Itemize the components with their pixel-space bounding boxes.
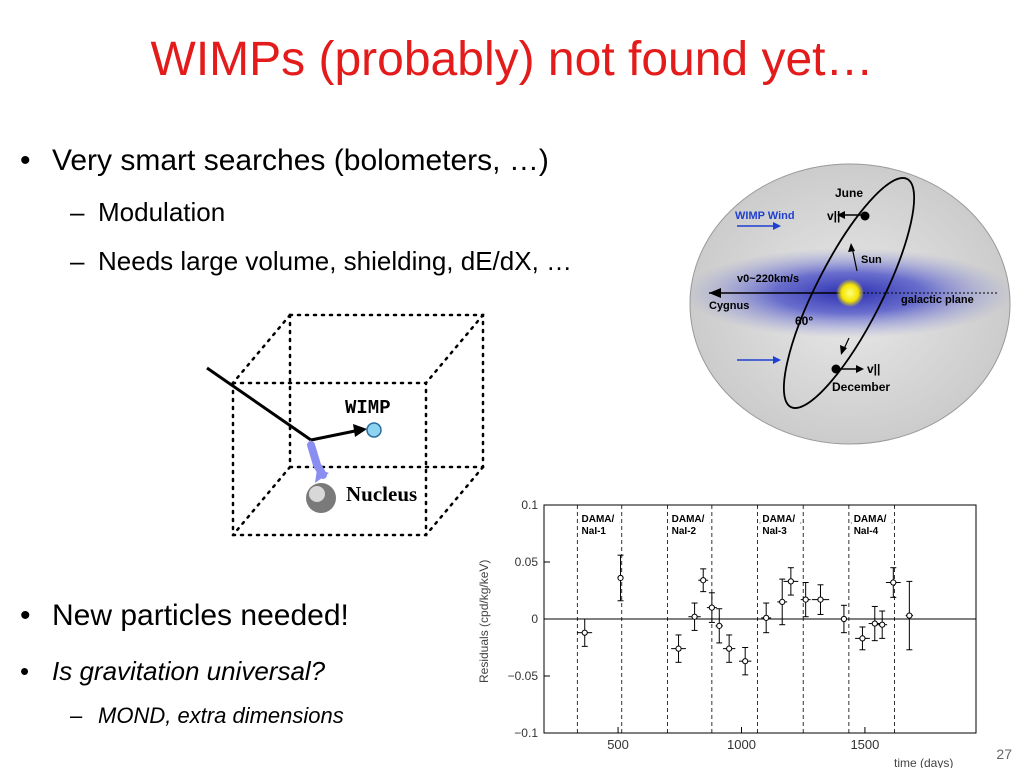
data-point bbox=[879, 621, 886, 628]
data-point bbox=[700, 577, 707, 584]
bullet-text: New particles needed! bbox=[52, 599, 349, 632]
period-label: DAMA/ bbox=[672, 514, 705, 525]
wimp-particle-icon bbox=[366, 422, 382, 438]
period-label: NaI-3 bbox=[762, 526, 787, 537]
modulation-chart: DAMA/NaI-1DAMA/NaI-2DAMA/NaI-3DAMA/NaI-4… bbox=[477, 498, 977, 768]
december-label: December bbox=[832, 380, 890, 394]
earth-june-icon bbox=[860, 211, 870, 221]
wimp-track bbox=[206, 366, 367, 442]
period-label: DAMA/ bbox=[582, 514, 615, 525]
detector-box bbox=[231, 313, 485, 537]
orbit-arrow-head-icon bbox=[840, 345, 847, 355]
data-point bbox=[708, 604, 715, 611]
period-label: NaI-2 bbox=[672, 526, 697, 537]
period-label: NaI-4 bbox=[854, 526, 879, 537]
x-tick-label: 1500 bbox=[850, 737, 879, 752]
x-axis-label: time (days) bbox=[894, 756, 953, 768]
wind-arrow-bottom-head-icon bbox=[773, 356, 781, 364]
period-label-bg bbox=[579, 512, 620, 536]
data-point bbox=[716, 622, 723, 629]
sun-icon bbox=[836, 279, 864, 307]
y-tick-label: −0.05 bbox=[508, 669, 539, 683]
data-point bbox=[840, 615, 848, 623]
bullet-text: Modulation bbox=[98, 197, 226, 227]
v-parallel-top-label: v|| bbox=[827, 209, 840, 223]
bullet-text: Needs large volume, shielding, dE/dX, … bbox=[98, 246, 573, 276]
data-point bbox=[859, 635, 866, 642]
data-point bbox=[617, 574, 624, 582]
v0-label: v0~220km/s bbox=[737, 273, 799, 285]
bullet-text: MOND, extra dimensions bbox=[98, 703, 344, 728]
data-point bbox=[802, 596, 809, 603]
slide-title: WIMPs (probably) not found yet… bbox=[150, 33, 874, 86]
earth-orbit bbox=[782, 177, 916, 409]
data-point bbox=[726, 645, 733, 652]
june-label: June bbox=[835, 186, 863, 200]
wimp-wind-diagram: June v|| WIMP Wind Sun v0~220km/s Cygnus… bbox=[689, 163, 1011, 445]
sun-label: Sun bbox=[861, 254, 882, 266]
bullet-text: Is gravitation universal? bbox=[52, 656, 326, 686]
galactic-plane-label: galactic plane bbox=[901, 294, 974, 306]
sub-bullet-item: – MOND, extra dimensions bbox=[70, 703, 344, 728]
period-label-bg bbox=[669, 512, 710, 536]
recoil-arrow-icon bbox=[307, 441, 329, 483]
y-tick-label: 0.1 bbox=[521, 498, 538, 512]
wimp-wind-label: WIMP Wind bbox=[735, 210, 795, 222]
earth-december-icon bbox=[831, 364, 841, 374]
data-point bbox=[779, 598, 786, 606]
data-point bbox=[817, 596, 824, 603]
cygnus-label: Cygnus bbox=[709, 300, 749, 312]
sub-bullet-item: – Needs large volume, shielding, dE/dX, … bbox=[70, 246, 573, 276]
data-point bbox=[675, 645, 682, 652]
sub-bullet-item: – Modulation bbox=[70, 197, 226, 227]
period-label: DAMA/ bbox=[854, 514, 887, 525]
wimp-label: WIMP bbox=[345, 397, 391, 419]
slide-number: 27 bbox=[996, 746, 1012, 762]
period-label-bg bbox=[760, 512, 801, 536]
data-point bbox=[787, 578, 794, 585]
angle-label: 60° bbox=[795, 314, 813, 328]
y-tick-label: −0.1 bbox=[514, 726, 538, 740]
y-tick-label: 0.05 bbox=[515, 555, 539, 569]
wind-arrow-top-head-icon bbox=[773, 222, 781, 230]
nucleus-icon bbox=[306, 483, 336, 513]
v-parallel-bottom-label: v|| bbox=[867, 362, 880, 376]
data-point bbox=[742, 658, 749, 665]
data-point bbox=[890, 579, 897, 586]
y-axis-label: Residuals (cpd/kg/keV) bbox=[477, 560, 491, 683]
data-point bbox=[906, 612, 913, 619]
period-label: NaI-1 bbox=[582, 526, 607, 537]
bullet-item: • Is gravitation universal? bbox=[20, 656, 326, 686]
data-point bbox=[763, 614, 770, 621]
x-tick-label: 1000 bbox=[727, 737, 756, 752]
june-arrow-head-icon bbox=[837, 211, 845, 219]
sun-motion-arrow-head-icon bbox=[848, 243, 855, 252]
bullet-item: • Very smart searches (bolometers, …) bbox=[20, 144, 549, 177]
data-point bbox=[691, 613, 698, 620]
period-label-bg bbox=[851, 512, 892, 536]
period-label: DAMA/ bbox=[762, 514, 795, 525]
data-point bbox=[581, 629, 588, 636]
detector-diagram: WIMP Nucleus bbox=[206, 313, 485, 537]
velocity-arrow-icon bbox=[709, 288, 721, 298]
nucleus-label: Nucleus bbox=[346, 482, 417, 506]
data-point bbox=[871, 620, 878, 627]
x-tick-label: 500 bbox=[607, 737, 629, 752]
bullet-text: Very smart searches (bolometers, …) bbox=[52, 144, 549, 177]
december-arrow-head-icon bbox=[856, 365, 864, 373]
bullet-item: • New particles needed! bbox=[20, 599, 349, 632]
y-tick-label: 0 bbox=[531, 612, 538, 626]
